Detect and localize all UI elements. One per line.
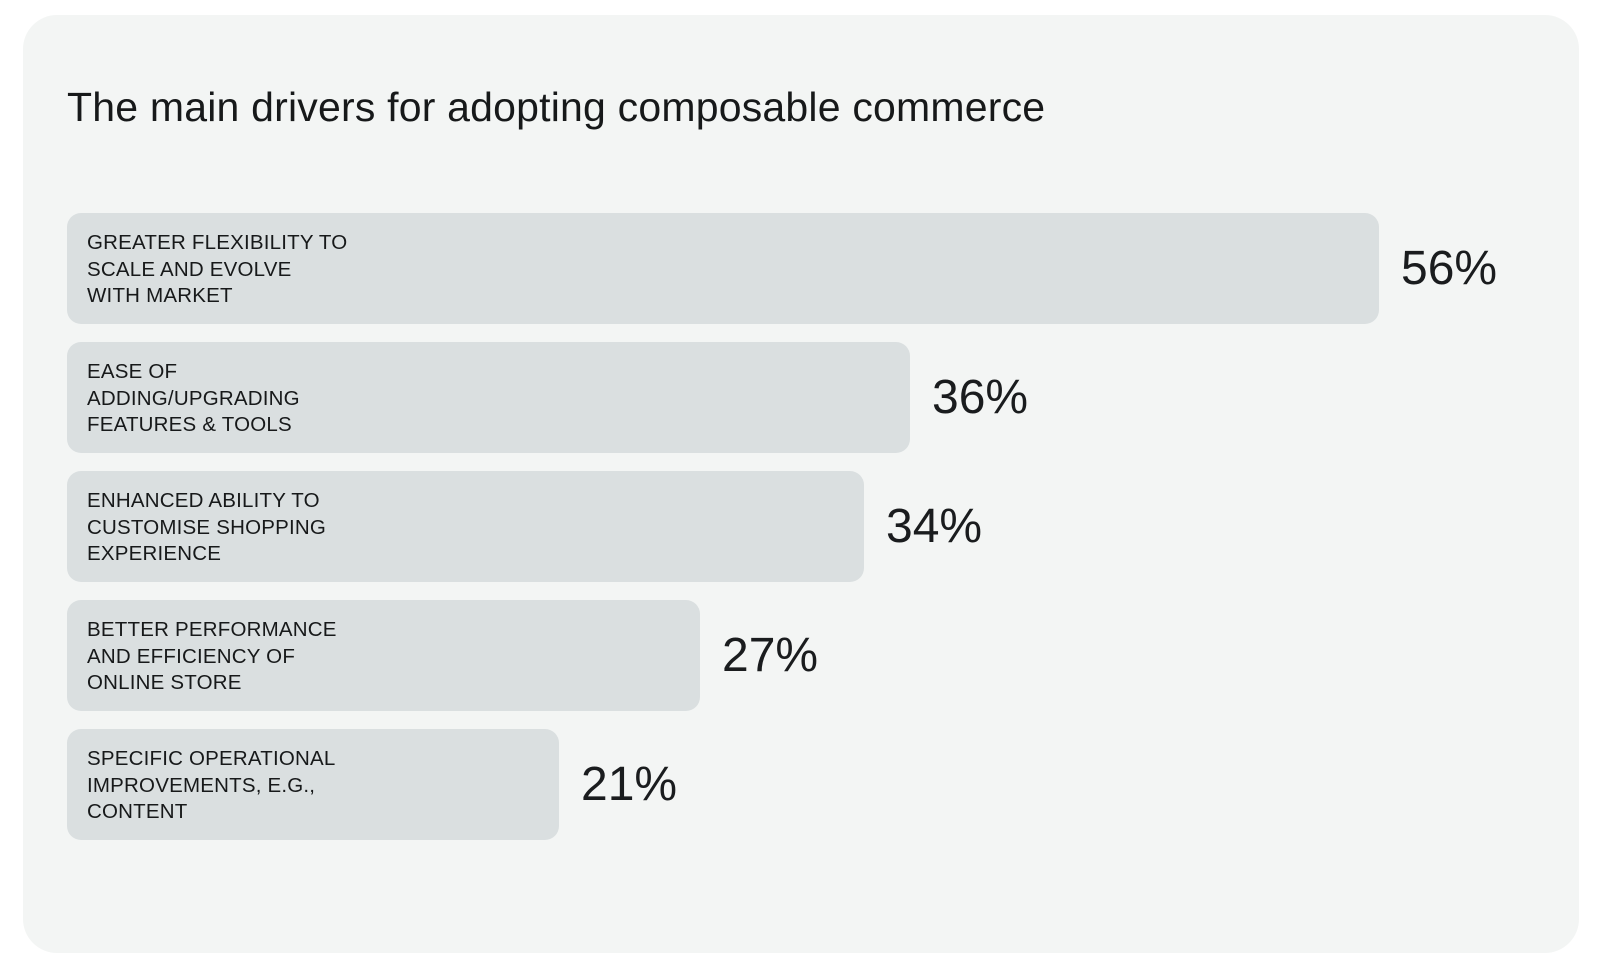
bar-label-line: WITH MARKET [87, 284, 233, 307]
bar-label: EASE OF ADDING/UPGRADING FEATURES & TOOLS [87, 359, 377, 439]
bar-label-line: CONTENT [87, 800, 188, 823]
bar: EASE OF ADDING/UPGRADING FEATURES & TOOLS [67, 342, 910, 453]
bar-chart: GREATER FLEXIBILITY TO SCALE AND EVOLVE WI… [67, 213, 1547, 853]
bar: SPECIFIC OPERATIONAL IMPROVEMENTS, E.G., C… [67, 729, 559, 840]
bar-label-line: SCALE AND EVOLVE [87, 257, 292, 281]
bar-label-line: ENHANCED ABILITY TO [87, 489, 320, 512]
bar-label-line: CUSTOMISE SHOPPING [87, 515, 327, 539]
bar-label: ENHANCED ABILITY TO CUSTOMISE SHOPPING EXP… [87, 488, 377, 568]
bar-label-line: IMPROVEMENTS, E.G., [87, 773, 316, 797]
bar-row: EASE OF ADDING/UPGRADING FEATURES & TOOLS 3… [67, 342, 1547, 453]
bar: BETTER PERFORMANCE AND EFFICIENCY OF ONLIN… [67, 600, 700, 711]
bar-label-line: AND EFFICIENCY OF [87, 644, 296, 668]
bar-label-line: EXPERIENCE [87, 542, 222, 565]
bar-label-line: FEATURES & TOOLS [87, 413, 292, 436]
bar-row: GREATER FLEXIBILITY TO SCALE AND EVOLVE WI… [67, 213, 1547, 324]
bar-value-label: 36% [932, 371, 1029, 424]
bar-label: BETTER PERFORMANCE AND EFFICIENCY OF ONLIN… [87, 617, 377, 697]
bar-label-line: GREATER FLEXIBILITY TO [87, 231, 348, 254]
bar: ENHANCED ABILITY TO CUSTOMISE SHOPPING EXP… [67, 471, 864, 582]
bar-label-line: ADDING/UPGRADING [87, 386, 300, 410]
bar-value-label: 34% [886, 500, 983, 553]
bar-row: BETTER PERFORMANCE AND EFFICIENCY OF ONLIN… [67, 600, 1547, 711]
bar-label-line: ONLINE STORE [87, 671, 242, 694]
bar-label-line: EASE OF [87, 360, 178, 383]
bar-label-line: BETTER PERFORMANCE [87, 618, 337, 641]
bar-row: SPECIFIC OPERATIONAL IMPROVEMENTS, E.G., C… [67, 729, 1547, 840]
bar-label: GREATER FLEXIBILITY TO SCALE AND EVOLVE WI… [87, 230, 377, 310]
bar-label: SPECIFIC OPERATIONAL IMPROVEMENTS, E.G., C… [87, 746, 377, 826]
bar-value-label: 56% [1401, 242, 1498, 295]
bar-label-line: SPECIFIC OPERATIONAL [87, 747, 336, 770]
chart-title: The main drivers for adopting composable… [67, 84, 1046, 130]
bar-row: ENHANCED ABILITY TO CUSTOMISE SHOPPING EXP… [67, 471, 1547, 582]
bar-value-label: 27% [722, 629, 819, 682]
bar-value-label: 21% [581, 758, 678, 811]
bar: GREATER FLEXIBILITY TO SCALE AND EVOLVE WI… [67, 213, 1379, 324]
